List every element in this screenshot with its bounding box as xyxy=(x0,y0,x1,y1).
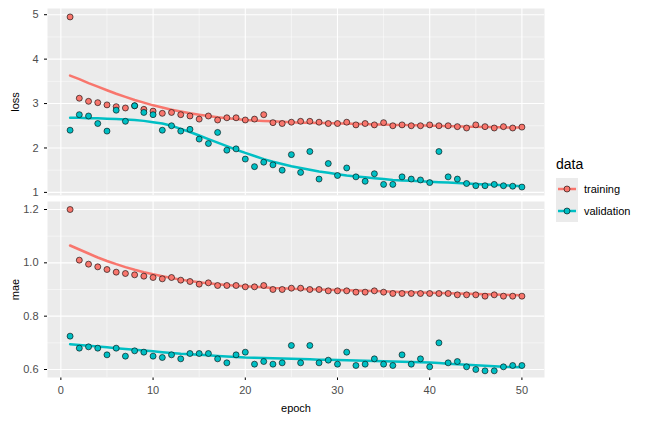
svg-text:loss: loss xyxy=(9,92,21,112)
svg-text:mae: mae xyxy=(9,279,21,300)
svg-text:1.2: 1.2 xyxy=(23,203,38,215)
svg-text:0.8: 0.8 xyxy=(23,310,38,322)
html-text:training: training xyxy=(584,183,621,195)
svg-text:50: 50 xyxy=(516,384,528,396)
html-text:data: data xyxy=(556,156,584,172)
svg-text:3: 3 xyxy=(32,97,38,109)
svg-text:1.0: 1.0 xyxy=(23,256,38,268)
svg-text:0.6: 0.6 xyxy=(23,363,38,375)
svg-text:0: 0 xyxy=(58,384,64,396)
svg-text:30: 30 xyxy=(331,384,343,396)
svg-text:4: 4 xyxy=(32,53,38,65)
svg-text:40: 40 xyxy=(424,384,436,396)
svg-text:epoch: epoch xyxy=(281,402,311,414)
html-text:validation: validation xyxy=(584,205,631,217)
svg-text:20: 20 xyxy=(239,384,251,396)
svg-text:10: 10 xyxy=(147,384,159,396)
svg-text:5: 5 xyxy=(32,8,38,20)
svg-text:2: 2 xyxy=(32,141,38,153)
svg-text:1: 1 xyxy=(32,186,38,198)
